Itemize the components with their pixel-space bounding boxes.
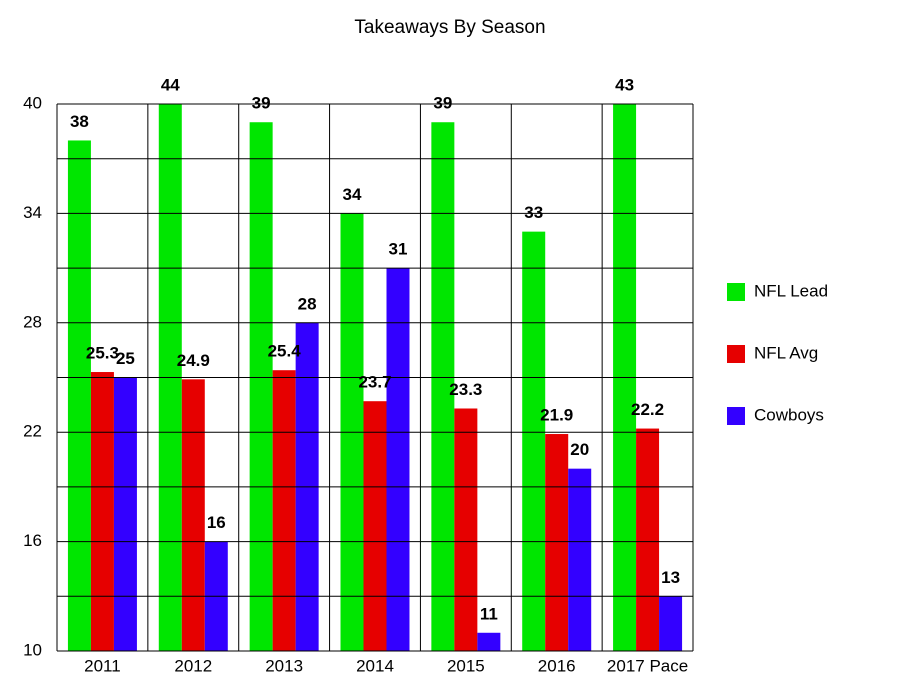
y-tick-label: 40 xyxy=(23,93,42,112)
value-label: 39 xyxy=(433,94,452,113)
value-label: 44 xyxy=(161,75,180,94)
bar xyxy=(545,434,569,651)
value-label: 38 xyxy=(70,112,89,131)
bar xyxy=(568,468,592,651)
x-tick-label: 2013 xyxy=(265,656,303,675)
chart-title: Takeaways By Season xyxy=(354,17,545,38)
value-label: 13 xyxy=(661,568,680,587)
bar xyxy=(363,401,387,651)
bar xyxy=(636,428,660,651)
value-label: 23.7 xyxy=(358,373,391,392)
value-label: 24.9 xyxy=(177,351,210,370)
y-tick-label: 34 xyxy=(23,203,42,222)
bar xyxy=(454,408,478,651)
y-tick-label: 16 xyxy=(23,531,42,550)
x-tick-label: 2017 Pace xyxy=(607,656,688,675)
value-label: 39 xyxy=(252,94,271,113)
bar xyxy=(158,104,182,651)
x-tick-label: 2016 xyxy=(538,656,576,675)
bar xyxy=(249,122,273,651)
value-label: 23.3 xyxy=(449,380,482,399)
x-tick-label: 2014 xyxy=(356,656,394,675)
bar xyxy=(113,377,137,651)
value-label: 28 xyxy=(298,294,317,313)
bar xyxy=(659,596,683,651)
value-label: 43 xyxy=(615,75,634,94)
bar xyxy=(522,231,546,651)
bar xyxy=(613,104,637,651)
legend-label: NFL Avg xyxy=(754,343,818,362)
value-label: 11 xyxy=(480,604,498,623)
y-tick-label: 28 xyxy=(23,312,42,331)
bar xyxy=(67,140,91,651)
bar xyxy=(431,122,455,651)
x-tick-label: 2015 xyxy=(447,656,485,675)
bar xyxy=(386,268,410,651)
legend-swatch xyxy=(727,345,745,363)
bar xyxy=(477,632,501,651)
bar xyxy=(90,372,114,651)
legend-label: NFL Lead xyxy=(754,281,828,300)
legend-swatch xyxy=(727,407,745,425)
value-label: 33 xyxy=(524,203,543,222)
value-label: 25.3 xyxy=(86,344,119,363)
value-label: 34 xyxy=(343,185,362,204)
x-tick-label: 2011 xyxy=(84,656,121,675)
bar xyxy=(181,379,205,651)
value-label: 20 xyxy=(570,440,589,459)
value-label: 25 xyxy=(116,349,135,368)
y-tick-label: 10 xyxy=(23,640,42,659)
y-tick-label: 22 xyxy=(23,422,42,441)
bars xyxy=(67,104,683,651)
value-label: 31 xyxy=(389,240,408,259)
value-label: 16 xyxy=(207,513,226,532)
value-label: 25.4 xyxy=(268,342,302,361)
value-label: 22.2 xyxy=(631,400,664,419)
bar xyxy=(272,370,296,651)
legend-swatch xyxy=(727,283,745,301)
x-tick-label: 2012 xyxy=(174,656,212,675)
value-label: 21.9 xyxy=(540,406,573,425)
legend-label: Cowboys xyxy=(754,405,824,424)
